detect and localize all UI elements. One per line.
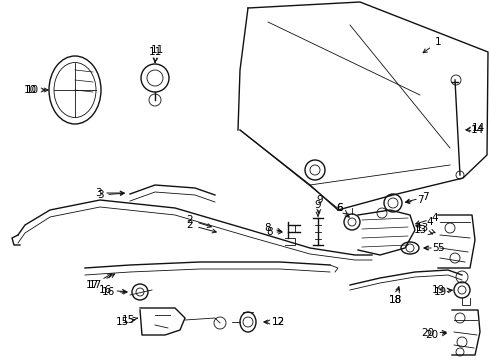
Text: 7: 7 xyxy=(406,192,428,203)
Text: 16: 16 xyxy=(98,285,126,295)
Text: 19: 19 xyxy=(431,285,451,295)
Text: 5: 5 xyxy=(424,243,439,253)
Text: 2: 2 xyxy=(187,215,211,228)
Text: 9: 9 xyxy=(317,195,323,213)
Text: 10: 10 xyxy=(24,85,45,95)
Text: 12: 12 xyxy=(264,317,285,327)
Text: 20: 20 xyxy=(421,328,446,338)
Text: 18: 18 xyxy=(389,289,402,305)
Text: 16: 16 xyxy=(101,287,127,297)
Text: 17: 17 xyxy=(85,274,112,290)
Text: 6: 6 xyxy=(337,203,349,217)
Text: 5: 5 xyxy=(425,243,443,253)
Text: 11: 11 xyxy=(148,47,162,63)
Text: 20: 20 xyxy=(425,330,446,340)
Text: 8: 8 xyxy=(265,223,281,233)
Text: 10: 10 xyxy=(25,85,48,95)
Text: 9: 9 xyxy=(315,200,321,216)
Text: 11: 11 xyxy=(150,45,164,62)
Text: 4: 4 xyxy=(416,217,433,227)
Text: 8: 8 xyxy=(267,227,282,237)
Text: 18: 18 xyxy=(389,287,402,305)
Text: 2: 2 xyxy=(187,220,216,233)
Text: 15: 15 xyxy=(115,317,134,327)
Text: 3: 3 xyxy=(97,190,124,200)
Text: 3: 3 xyxy=(95,188,124,198)
Text: 15: 15 xyxy=(122,315,138,325)
Text: 13: 13 xyxy=(414,225,433,235)
Text: 19: 19 xyxy=(433,287,452,297)
Text: 14: 14 xyxy=(466,123,485,133)
Text: 7: 7 xyxy=(406,195,423,205)
Text: 1: 1 xyxy=(423,37,441,53)
Text: 12: 12 xyxy=(266,317,285,327)
Text: 14: 14 xyxy=(466,125,484,135)
Text: 17: 17 xyxy=(88,274,115,290)
Text: 6: 6 xyxy=(337,203,347,214)
Text: 4: 4 xyxy=(416,213,439,225)
Text: 13: 13 xyxy=(416,223,435,233)
